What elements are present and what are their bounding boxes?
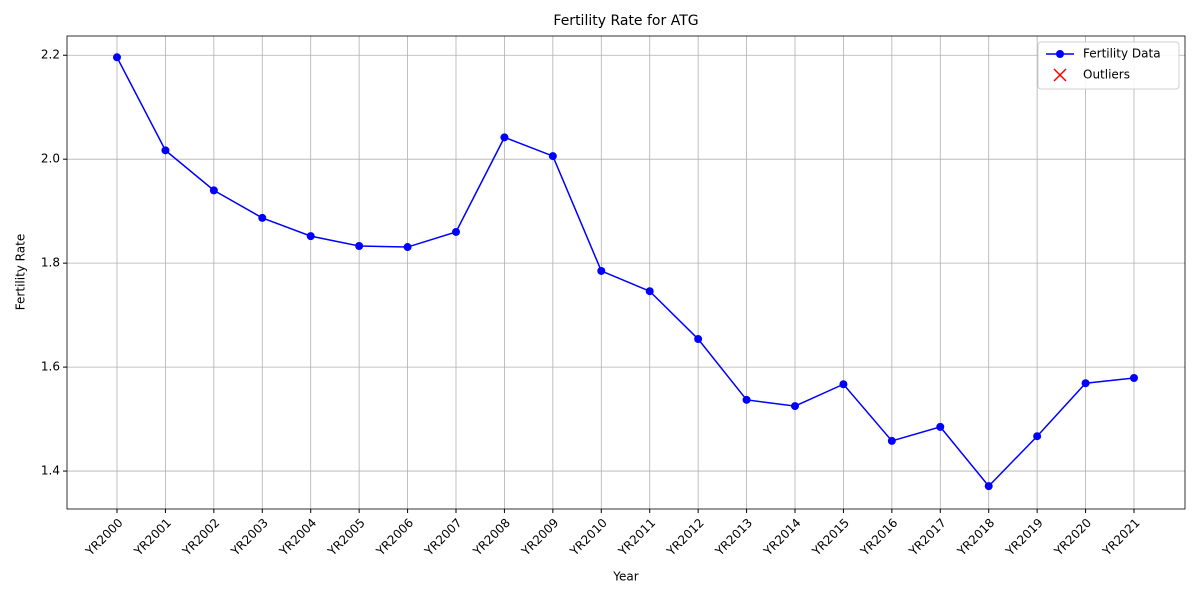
marker (209, 186, 218, 195)
marker (984, 482, 993, 491)
y-tick-label: 2.0 (41, 152, 60, 166)
y-tick-label: 1.4 (41, 464, 60, 478)
line (116, 56, 1135, 488)
marker (1056, 50, 1064, 58)
marker (548, 152, 557, 161)
marker (1081, 379, 1090, 388)
y-axis-label: Fertility Rate (14, 234, 28, 310)
marker (597, 266, 606, 275)
marker (113, 53, 121, 62)
y-tick-label: 2.2 (41, 48, 60, 62)
marker (839, 380, 848, 389)
marker (1053, 68, 1067, 82)
marker (161, 146, 170, 155)
marker (1130, 374, 1138, 383)
marker (1033, 432, 1042, 441)
x-axis-label: Year (612, 570, 638, 584)
marker (452, 227, 460, 236)
legend-label: Fertility Data (1083, 47, 1161, 61)
marker (645, 287, 654, 296)
y-tick-label: 1.8 (41, 256, 60, 270)
y-tick-label: 1.6 (41, 360, 60, 374)
plot-frame (66, 35, 1186, 510)
marker (936, 422, 945, 431)
marker (355, 241, 364, 250)
marker (742, 395, 751, 404)
marker (694, 335, 703, 344)
marker-stroke (1053, 68, 1067, 82)
marker (887, 436, 896, 445)
marker (306, 232, 315, 241)
marker (791, 402, 799, 411)
chart-title: Fertility Rate for ATG (553, 13, 698, 29)
marker (500, 133, 509, 142)
legend-label: Outliers (1083, 68, 1130, 82)
marker (258, 213, 267, 222)
marker (403, 243, 412, 252)
